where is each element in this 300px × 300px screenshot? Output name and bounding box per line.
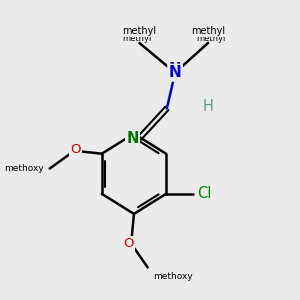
Text: O: O [70,143,81,156]
Text: O: O [123,237,134,250]
Text: methyl: methyl [191,26,225,36]
Text: N: N [169,65,182,80]
Text: methyl: methyl [122,26,157,36]
Text: N: N [126,130,139,146]
Text: Cl: Cl [198,186,212,201]
Text: H: H [202,99,213,114]
Text: N: N [169,62,181,77]
Text: methoxy: methoxy [153,272,193,281]
Text: methyl: methyl [196,34,226,43]
Text: methoxy: methoxy [4,164,44,173]
Text: methyl: methyl [122,34,152,43]
